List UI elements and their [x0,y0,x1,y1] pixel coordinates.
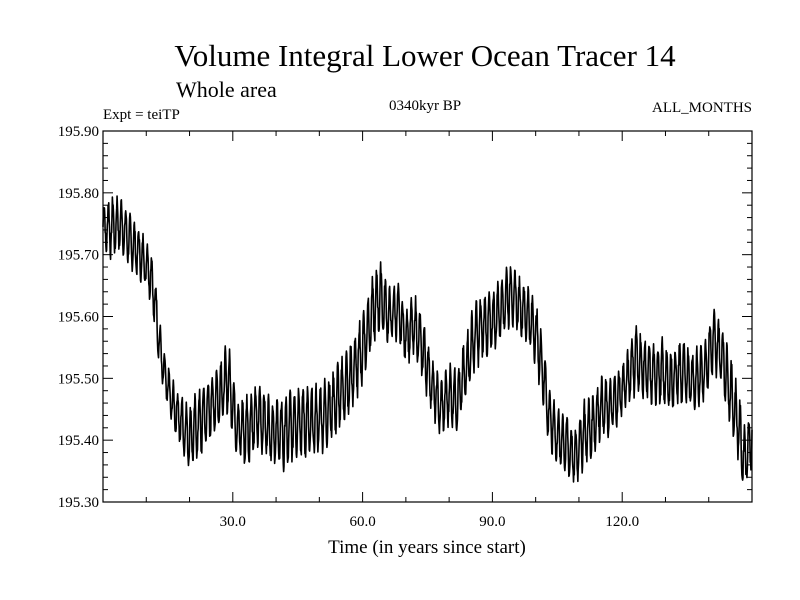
period-label: 0340kyr BP [389,98,461,114]
series-line [102,195,753,483]
chart-title: Volume Integral Lower Ocean Tracer 14 [174,38,676,73]
x-axis-label: Time (in years since start) [328,537,526,558]
y-tick-label: 195.50 [58,371,99,387]
x-tick-label: 120.0 [605,514,639,530]
x-tick-label: 60.0 [349,514,375,530]
months-label: ALL_MONTHS [652,100,752,116]
chart-subtitle: Whole area [176,77,277,102]
x-tick-label: 90.0 [479,514,505,530]
y-tick-label: 195.90 [58,124,99,140]
y-tick-label: 195.60 [58,310,99,326]
experiment-label: Expt = teiTP [103,107,180,123]
plot-area: 30.0 60.0 90.0 120.0 195.30 195.40 195.50 195.6… [58,124,753,530]
y-tick-label: 195.40 [58,433,99,449]
y-tick-label: 195.30 [58,495,99,511]
x-tick-label: 30.0 [220,514,246,530]
y-tick-label: 195.70 [58,248,99,264]
y-tick-label: 195.80 [58,186,99,202]
